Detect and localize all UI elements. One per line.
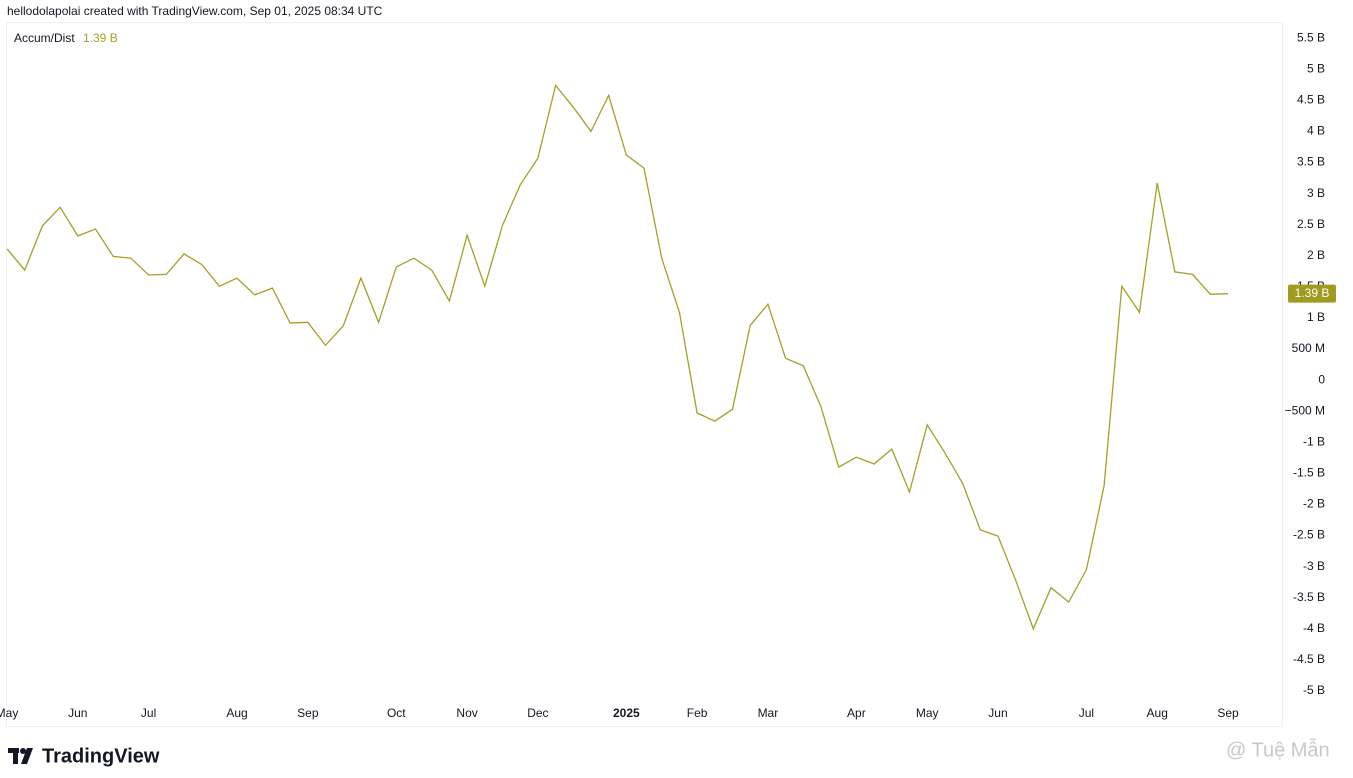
y-tick-label: 1 B bbox=[1307, 310, 1325, 324]
y-tick-label: 3 B bbox=[1307, 186, 1325, 200]
x-tick-label: Aug bbox=[226, 706, 247, 720]
y-tick-label: 5.5 B bbox=[1297, 30, 1325, 44]
y-tick-label: -3 B bbox=[1303, 559, 1325, 573]
y-tick-label: 3.5 B bbox=[1297, 155, 1325, 169]
x-tick-label: Jun bbox=[988, 706, 1007, 720]
x-tick-label: Dec bbox=[527, 706, 548, 720]
price-tag-label: 1.39 B bbox=[1295, 286, 1330, 300]
x-tick-label: Feb bbox=[687, 706, 708, 720]
plot-frame bbox=[6, 22, 1283, 727]
legend-name: Accum/Dist bbox=[14, 31, 75, 45]
x-tick-label: Sep bbox=[297, 706, 319, 720]
x-tick-label: Jul bbox=[141, 706, 156, 720]
logo bbox=[8, 748, 33, 764]
y-tick-label: -1.5 B bbox=[1293, 466, 1325, 480]
watermark: @ Tuệ Mẫn bbox=[1226, 738, 1330, 761]
x-tick-label: 2025 bbox=[613, 706, 640, 720]
y-tick-label: −500 M bbox=[1285, 403, 1325, 417]
y-tick-label: -2 B bbox=[1303, 497, 1325, 511]
y-tick-label: 2.5 B bbox=[1297, 217, 1325, 231]
series-line bbox=[6, 83, 1229, 631]
y-tick-label: -5 B bbox=[1303, 683, 1325, 697]
y-tick-label: 4.5 B bbox=[1297, 93, 1325, 107]
y-tick-label: -2.5 B bbox=[1293, 528, 1325, 542]
header: hellodolapolai created with TradingView.… bbox=[7, 4, 383, 18]
x-tick-label: May bbox=[916, 706, 939, 720]
x-tick-label: Apr bbox=[847, 706, 866, 720]
y-tick-label: 5 B bbox=[1307, 61, 1325, 75]
legend-value: 1.39 B bbox=[83, 31, 118, 45]
brand: TradingView bbox=[42, 745, 160, 767]
x-tick-label: Jul bbox=[1079, 706, 1094, 720]
price-tag bbox=[1288, 284, 1336, 303]
x-tick-label: May bbox=[0, 706, 18, 720]
y-tick-label: -4 B bbox=[1303, 621, 1325, 635]
x-tick-label: Aug bbox=[1147, 706, 1168, 720]
y-tick-label: 2 B bbox=[1307, 248, 1325, 262]
y-tick-label: -3.5 B bbox=[1293, 590, 1325, 604]
x-tick-label: Mar bbox=[758, 706, 779, 720]
y-tick-label: 4 B bbox=[1307, 124, 1325, 138]
x-tick-label: Sep bbox=[1217, 706, 1239, 720]
x-tick-label: Nov bbox=[456, 706, 477, 720]
x-tick-label: Oct bbox=[387, 706, 406, 720]
y-tick-label: 500 M bbox=[1292, 341, 1325, 355]
y-tick-label: -4.5 B bbox=[1293, 652, 1325, 666]
y-tick-label: -1 B bbox=[1303, 434, 1325, 448]
x-tick-label: Jun bbox=[68, 706, 87, 720]
y-tick-label: 0 bbox=[1318, 372, 1325, 386]
